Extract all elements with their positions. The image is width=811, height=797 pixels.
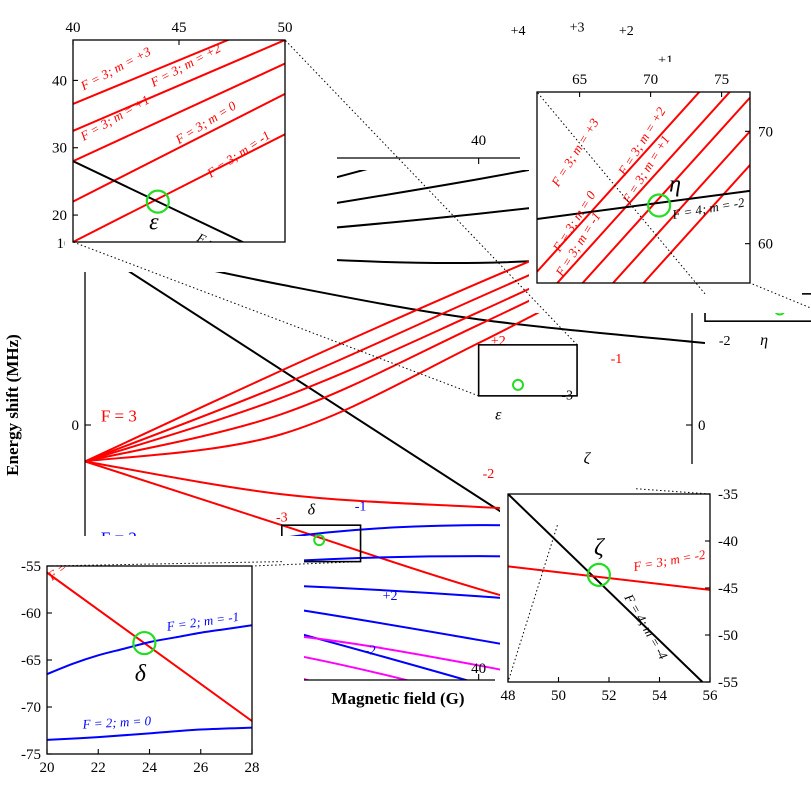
ins-zeta-series-0 (508, 494, 704, 682)
inset-epsilon: F = 3; m = +3F = 3; m = +2F = 3; m = +1 F… (52, 10, 337, 272)
ins-eps-xtick-label-1: 45 (172, 20, 187, 36)
ins-zeta-xtick-label-0: 48 (501, 688, 516, 704)
ins-delta-series-0 (47, 571, 252, 722)
zoom-box-0 (477, 344, 578, 397)
ins-eps-crossing-marker (145, 189, 170, 214)
ins-eta-series-1 (555, 92, 732, 283)
ins-zeta-crossing-marker (586, 562, 612, 587)
ins-zeta-bg (500, 464, 762, 712)
ins-delta-series-1 (47, 624, 252, 676)
inset-delta: F = 3; m = -3F = 2; m = -1F = 2; m = 0δ2… (21, 536, 304, 784)
crossing-label-3: ζ (584, 450, 592, 467)
ins-eps-series-1 (73, 40, 285, 132)
main-ytick-label-1: 0 (72, 418, 80, 434)
main-xtick-label-0: 40 (471, 661, 486, 677)
ins-eta-series-5 (537, 189, 750, 220)
m-label-10: -1 (611, 352, 623, 367)
m-label-2: +2 (619, 24, 634, 39)
leader-line-7 (636, 488, 711, 495)
ins-eta-series-3 (611, 130, 750, 283)
ins-eps-xtick-label-2: 50 (278, 20, 293, 36)
ins-zeta-crossing-symbol: ζ (594, 535, 606, 561)
crossing-label-2: δ (308, 501, 316, 518)
ins-zeta-ytick-label-2: -45 (718, 581, 738, 597)
ins-delta-xtick-label-2: 24 (142, 760, 158, 776)
ins-eta-series-2 (581, 96, 750, 283)
ins-eta-series-4 (642, 164, 750, 283)
ins-delta-ytick-label-3: -70 (21, 700, 41, 716)
leader-line-6 (507, 525, 558, 683)
crossing-label-0: ε (495, 407, 502, 424)
ins-eta-xtick-label-0: 65 (572, 72, 587, 88)
leader-line-0 (72, 241, 479, 397)
ins-eta-crossing-symbol: η (669, 171, 681, 197)
ins-zeta-ytick-label-1: -40 (718, 534, 738, 550)
ins-eps-ytick-label-1: 30 (52, 141, 67, 157)
crossing-label-1: η (760, 332, 768, 349)
ins-eps-series-4 (73, 133, 285, 242)
ins-zeta-ytick-label-4: -55 (718, 675, 738, 691)
ins-eta-ytick-label-0: 70 (758, 124, 773, 140)
ins-eta-xtick-label-1: 70 (643, 72, 658, 88)
ins-delta-xtick-label-3: 26 (193, 760, 209, 776)
ins-delta-ytick-label-0: -55 (21, 559, 41, 575)
x-axis-label: Magnetic field (G) (331, 689, 464, 708)
ins-eps-ytick-label-2: 40 (52, 73, 67, 89)
ins-eps-crossing-symbol: ε (149, 210, 159, 236)
ins-eps-ytick-label-0: 20 (52, 208, 67, 224)
ins-zeta-ytick-label-3: -50 (718, 628, 738, 644)
crossing-marker-0 (512, 378, 525, 391)
ins-eta-bg (529, 62, 802, 313)
ins-delta-bg (39, 536, 304, 784)
ins-zeta-ytick-label-0: -35 (718, 487, 738, 503)
ins-eta-xtick-label-2: 75 (714, 72, 729, 88)
ins-eps-xtick-label-0: 40 (66, 20, 81, 36)
leader-line-4 (46, 561, 282, 567)
y-axis-label: Energy shift (MHz) (3, 334, 22, 476)
ins-eps-series-0 (73, 40, 231, 105)
m-label-12: -3 (276, 511, 288, 526)
ins-delta-label-2: F = 2; m = 0 (81, 713, 152, 732)
ins-delta-ytick-label-1: -60 (21, 606, 41, 622)
m-label-1: +3 (570, 21, 585, 36)
ins-eps-series-2 (73, 62, 285, 163)
main-top-xtick-label-0: 40 (471, 133, 486, 149)
ins-eps-series-5 (73, 160, 245, 242)
ins-eps-bg (65, 10, 337, 272)
ins-zeta-xtick-label-2: 52 (602, 688, 617, 704)
m-label-15: -2 (365, 644, 377, 659)
ins-delta-series-2 (47, 726, 252, 741)
crossing-marker-2 (313, 534, 326, 547)
ins-delta-crossing-symbol: δ (135, 661, 147, 687)
m-label-0: +4 (511, 24, 526, 39)
ins-zeta-xtick-label-1: 50 (551, 688, 566, 704)
m-label-13: -1 (355, 500, 367, 515)
ins-delta-crossing-marker (132, 630, 157, 656)
ins-eta-crossing-marker (647, 193, 672, 218)
m-label-14: +2 (383, 589, 398, 604)
ins-zeta-xtick-label-4: 56 (703, 688, 719, 704)
ins-delta-xtick-label-1: 22 (91, 760, 106, 776)
m-label-11: -2 (483, 467, 495, 482)
ins-delta-xtick-label-4: 28 (245, 760, 260, 776)
ins-eta-series-0 (537, 92, 701, 273)
inset-eta: F = 3; m = +3 F = 3; m = +2F = 3; m = +1F… (529, 62, 802, 313)
ins-delta-xtick-label-0: 20 (40, 760, 55, 776)
zoom-leader-lines (46, 39, 811, 683)
manifold-label-1: F = 3 (101, 406, 137, 425)
ins-delta-ytick-label-4: -75 (21, 747, 41, 763)
ins-eta-frame (536, 91, 751, 284)
ins-eps-series-3 (73, 92, 285, 203)
ins-zeta-xtick-label-3: 54 (652, 688, 668, 704)
main-ytick-right-label-1: 0 (698, 418, 706, 434)
ins-delta-ytick-label-2: -65 (21, 653, 41, 669)
ins-eta-ytick-label-1: 60 (758, 237, 773, 253)
m-label-6: -2 (719, 334, 731, 349)
m-label-9: +2 (491, 334, 506, 349)
